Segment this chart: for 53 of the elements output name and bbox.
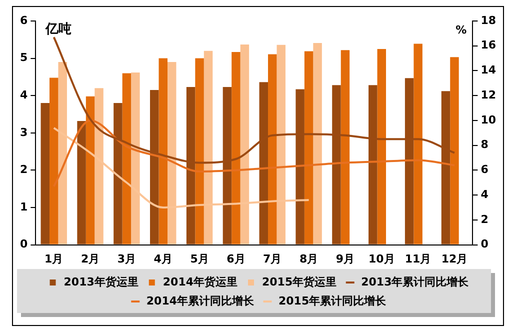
bar bbox=[304, 51, 314, 244]
legend-label: 2013年货运里 bbox=[64, 275, 138, 288]
y-tick-label: 4 bbox=[20, 88, 28, 102]
bar bbox=[232, 52, 240, 244]
bar bbox=[49, 78, 58, 244]
x-tick-label: 4月 bbox=[154, 252, 172, 266]
line-series bbox=[52, 119, 456, 188]
bar bbox=[158, 58, 168, 244]
y2-axis-title: % bbox=[456, 23, 467, 36]
bar bbox=[377, 48, 386, 244]
legend-label: 2014年累计同比增长 bbox=[146, 294, 255, 308]
legend-label: 2015年累计同比增长 bbox=[278, 294, 388, 308]
legend-label: 2014年货运里 bbox=[162, 275, 238, 288]
bar bbox=[122, 73, 132, 244]
y2-tick-label: 12 bbox=[480, 88, 496, 102]
bar bbox=[450, 57, 459, 244]
x-tick-label: 5月 bbox=[190, 252, 209, 266]
x-tick-label: 3月 bbox=[117, 252, 136, 266]
y2-tick-label: 6 bbox=[480, 163, 489, 176]
y2-tick-label: 10 bbox=[480, 113, 496, 126]
x-tick-label: 10月 bbox=[368, 252, 395, 266]
legend-label: 2015年货运里 bbox=[262, 275, 337, 288]
bar bbox=[40, 103, 50, 244]
y-tick-label: 3 bbox=[20, 126, 28, 139]
bar bbox=[268, 54, 277, 244]
legend-label: 2013年累计同比增长 bbox=[361, 275, 470, 288]
x-tick-label: 11月 bbox=[404, 252, 432, 266]
bar bbox=[77, 120, 86, 244]
x-tick-label: 12月 bbox=[441, 252, 468, 266]
y-tick-label: 6 bbox=[20, 14, 28, 27]
y2-tick-label: 8 bbox=[480, 138, 488, 152]
x-tick-label: 7月 bbox=[263, 252, 282, 266]
bar bbox=[414, 44, 422, 244]
y2-tick-label: 4 bbox=[480, 188, 489, 201]
x-tick-label: 2月 bbox=[80, 252, 100, 266]
x-tick-label: 8月 bbox=[299, 252, 318, 266]
y2-tick-label: 2 bbox=[480, 212, 488, 226]
y2-tick-label: 16 bbox=[480, 38, 496, 52]
y-axis-title: 亿吨 bbox=[44, 22, 72, 37]
y-tick-label: 1 bbox=[20, 200, 28, 214]
y-tick-label: 0 bbox=[20, 238, 28, 251]
bar bbox=[340, 50, 350, 244]
y2-tick-label: 0 bbox=[480, 238, 489, 251]
x-tick-label: 9月 bbox=[336, 252, 355, 266]
y2-tick-label: 14 bbox=[480, 64, 496, 77]
y-tick-label: 2 bbox=[20, 163, 28, 176]
bar bbox=[313, 43, 322, 244]
x-tick-label: 6月 bbox=[226, 252, 246, 266]
y2-tick-label: 18 bbox=[480, 14, 496, 27]
bar bbox=[86, 96, 95, 244]
y-tick-label: 5 bbox=[20, 51, 28, 64]
bar bbox=[195, 58, 204, 244]
x-tick-label: 1月 bbox=[44, 252, 64, 266]
